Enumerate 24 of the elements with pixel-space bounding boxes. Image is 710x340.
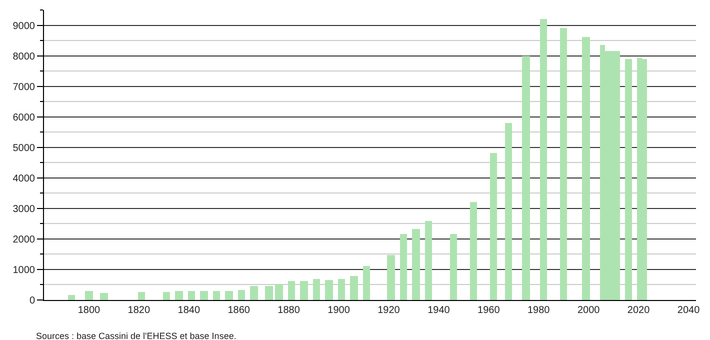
x-tick-label: 1980 — [527, 305, 550, 316]
y-tick-label: 3000 — [12, 204, 36, 215]
y-tick-label: 0 — [29, 296, 36, 306]
y-tick-label: 9000 — [12, 20, 36, 32]
x-tick-label: 2020 — [627, 305, 650, 316]
y-tick-label: 5000 — [12, 142, 36, 154]
y-tick-label: 1000 — [12, 264, 36, 276]
source-note: Sources : base Cassini de l'EHESS et base Insee. — [36, 331, 236, 340]
x-tick-label: 1960 — [478, 305, 500, 316]
x-tick-label: 1800 — [78, 305, 101, 316]
x-tick-label: 1840 — [178, 305, 200, 316]
y-tick-label: 4000 — [12, 173, 36, 184]
x-tick-label: 1860 — [228, 305, 250, 316]
y-tick-label: 6000 — [12, 112, 36, 124]
x-tick-label: 1820 — [128, 305, 150, 316]
y-tick-label: 2000 — [12, 234, 36, 246]
x-tick-label: 1900 — [328, 305, 350, 316]
x-tick-label: 2040 — [677, 305, 700, 316]
x-tick-label: 1940 — [428, 305, 450, 316]
y-tick-label: 7000 — [12, 82, 36, 93]
y-tick-label: 8000 — [12, 51, 36, 62]
x-tick-label: 2000 — [577, 305, 600, 316]
x-tick-label: 1880 — [278, 305, 300, 316]
x-tick-label: 1920 — [378, 305, 400, 316]
